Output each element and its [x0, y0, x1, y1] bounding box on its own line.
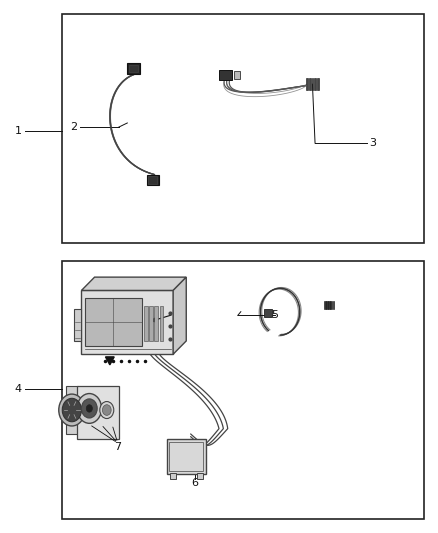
Bar	[264, 309, 272, 317]
Bar	[311, 78, 313, 90]
Bar	[66, 386, 78, 434]
Bar	[166, 439, 206, 474]
Circle shape	[59, 394, 85, 426]
Circle shape	[77, 393, 102, 423]
Bar	[306, 78, 308, 90]
Text: 7: 7	[114, 442, 121, 452]
Bar	[324, 301, 325, 309]
Bar	[197, 473, 203, 479]
Bar	[77, 386, 119, 439]
Bar	[148, 176, 157, 183]
Bar	[159, 306, 163, 341]
Bar	[149, 306, 153, 341]
Bar	[81, 290, 173, 354]
Circle shape	[81, 399, 97, 418]
Bar	[127, 63, 140, 74]
Circle shape	[102, 405, 111, 415]
Bar	[219, 70, 232, 80]
Circle shape	[62, 398, 81, 422]
Bar	[154, 306, 158, 341]
Bar	[169, 442, 203, 471]
Bar	[328, 301, 330, 309]
Bar	[147, 174, 159, 185]
Bar	[330, 301, 332, 309]
Text: 5: 5	[272, 310, 279, 320]
Polygon shape	[81, 277, 186, 290]
Text: 2: 2	[70, 122, 77, 132]
Circle shape	[100, 401, 114, 418]
Bar	[314, 78, 316, 90]
Bar	[332, 301, 334, 309]
Bar	[234, 71, 240, 79]
Bar	[326, 301, 328, 309]
Bar	[85, 298, 142, 346]
Bar	[144, 306, 148, 341]
Bar	[309, 78, 311, 90]
Text: 4: 4	[14, 384, 22, 394]
Polygon shape	[173, 277, 186, 354]
Bar	[170, 473, 176, 479]
Text: 1: 1	[14, 126, 21, 136]
Bar	[129, 65, 138, 72]
Bar	[74, 309, 81, 341]
Bar	[62, 261, 424, 519]
Circle shape	[86, 405, 92, 412]
Bar	[62, 14, 424, 243]
Polygon shape	[106, 357, 114, 365]
Bar	[317, 78, 318, 90]
Text: 6: 6	[191, 479, 198, 488]
Text: 3: 3	[370, 138, 377, 148]
